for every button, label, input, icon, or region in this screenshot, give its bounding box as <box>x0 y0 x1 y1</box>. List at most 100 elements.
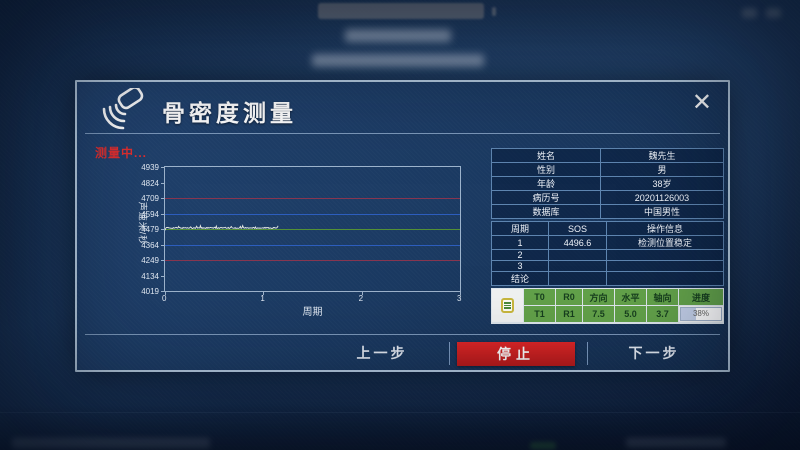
x-tick-mark <box>460 291 461 295</box>
record-icon-cell <box>492 289 523 322</box>
next-step-button[interactable]: 下一步 <box>628 345 680 361</box>
patient-value: 男 <box>600 162 724 177</box>
ultrasound-probe-icon <box>95 86 147 139</box>
cycle-cell: 2 <box>491 249 549 261</box>
progress-bar: 38% <box>679 307 723 321</box>
notes-icon <box>501 298 514 313</box>
table-row: 性别 男 <box>491 162 724 177</box>
cycle-cell: 3 <box>491 260 549 272</box>
patient-value: 中国男性 <box>600 204 724 219</box>
progress-percent-text: 38% <box>692 309 709 318</box>
col-header: 周期 <box>491 221 549 236</box>
y-tick-mark <box>161 167 165 168</box>
table-row: 病历号 20201126003 <box>491 190 724 205</box>
patient-value: 38岁 <box>600 176 724 191</box>
footer-separator <box>85 334 720 335</box>
reference-line <box>165 260 460 261</box>
y-tick-label: 4594 <box>141 209 159 219</box>
progress-bar-fill <box>680 308 697 320</box>
y-tick-label: 4019 <box>141 287 159 296</box>
measurement-trace <box>165 224 279 231</box>
horizontal-value: 5.0 <box>615 306 646 322</box>
info-cell: 检测位置稳定 <box>606 235 724 250</box>
y-tick-mark <box>161 198 165 199</box>
conclusion-cell: 结论 <box>491 271 549 286</box>
close-icon[interactable]: ✕ <box>691 89 712 116</box>
progress-cell: 38% <box>679 306 723 322</box>
table-row: 2 <box>491 249 724 261</box>
table-row: 1 4496.6 检测位置稳定 <box>491 235 724 250</box>
x-tick-label: 1 <box>260 294 265 303</box>
bg-titlebar-marker <box>492 7 496 16</box>
axial-value: 3.7 <box>647 306 678 322</box>
x-tick-mark <box>263 291 265 295</box>
footer-divider <box>449 342 450 365</box>
table-header-row: 周期 SOS 操作信息 <box>491 221 724 236</box>
patient-label: 病历号 <box>491 190 601 205</box>
y-tick-mark <box>161 213 165 215</box>
progress-header: 进度 <box>679 289 723 305</box>
y-tick-mark <box>161 182 165 184</box>
table-row: 结论 <box>491 271 724 286</box>
table-row: 姓名 魏先生 <box>491 148 724 163</box>
y-tick-mark <box>161 275 165 277</box>
probe-status-panel: T0 R0 方向 水平 轴向 进度 T1 R1 7.5 5.0 3.7 38% <box>491 288 724 324</box>
patient-label: 年龄 <box>491 176 601 191</box>
x-tick-label: 3 <box>457 294 462 303</box>
dialog-title: 骨密度测量 <box>162 100 297 126</box>
patient-label: 性别 <box>491 162 601 177</box>
cycle-cell: 1 <box>491 235 549 250</box>
t1-cell: T1 <box>524 306 555 322</box>
x-axis-title: 周期 <box>302 307 323 318</box>
bg-top-right-icon <box>742 8 757 18</box>
info-cell <box>606 249 724 261</box>
bg-top-right-icon-2 <box>766 8 781 18</box>
reference-line <box>165 229 460 230</box>
bg-video-titlebar <box>318 3 484 19</box>
y-tick-label: 4709 <box>141 194 159 203</box>
bg-blurred-subheading <box>312 54 484 67</box>
y-tick-label: 4364 <box>141 240 159 250</box>
bg-blurred-heading <box>345 29 451 42</box>
t0-cell: T0 <box>524 289 555 305</box>
sos-cell: 4496.6 <box>548 235 607 250</box>
y-tick-label: 4824 <box>141 178 159 188</box>
col-header: SOS <box>548 221 607 236</box>
y-tick-label: 4939 <box>141 163 159 172</box>
patient-value: 20201126003 <box>600 190 724 205</box>
patient-label: 姓名 <box>491 148 601 163</box>
stop-button[interactable]: 停止 <box>457 342 575 366</box>
x-tick-mark <box>361 291 363 295</box>
r1-cell: R1 <box>556 306 582 322</box>
col-header: 操作信息 <box>606 221 724 236</box>
table-row: 3 <box>491 260 724 272</box>
measuring-status: 测量中... <box>95 146 148 160</box>
x-tick-label: 0 <box>162 294 167 303</box>
patient-label: 数据库 <box>491 204 601 219</box>
sos-cell <box>548 249 607 261</box>
y-tick-label: 4134 <box>141 271 159 281</box>
y-tick-label: 4249 <box>141 256 159 265</box>
sos-cell <box>548 260 607 272</box>
reference-line <box>165 213 460 215</box>
previous-step-button[interactable]: 上一步 <box>356 345 408 361</box>
axial-header: 轴向 <box>647 289 678 305</box>
info-cell <box>606 260 724 272</box>
direction-value: 7.5 <box>583 306 614 322</box>
y-tick-mark <box>161 260 165 261</box>
reference-line <box>165 244 460 246</box>
patient-info-table: 姓名 魏先生 性别 男 年龄 38岁 病历号 20201126003 数据库 中… <box>491 148 724 219</box>
y-tick-mark <box>161 291 165 292</box>
info-cell <box>606 271 724 286</box>
y-tick-mark <box>161 244 165 246</box>
y-tick-mark <box>161 229 165 230</box>
direction-header: 方向 <box>583 289 614 305</box>
sos-result-table: 周期 SOS 操作信息 1 4496.6 检测位置稳定 2 3 结论 <box>491 221 724 286</box>
bg-bottom-shade <box>0 405 800 450</box>
patient-value: 魏先生 <box>600 148 724 163</box>
reference-line <box>165 198 460 199</box>
table-row: 数据库 中国男性 <box>491 204 724 219</box>
header-separator <box>85 133 720 134</box>
sos-chart: 声速米/秒 周期 4019 4134 4249 4364 4479 4594 4709 482… <box>138 163 462 318</box>
